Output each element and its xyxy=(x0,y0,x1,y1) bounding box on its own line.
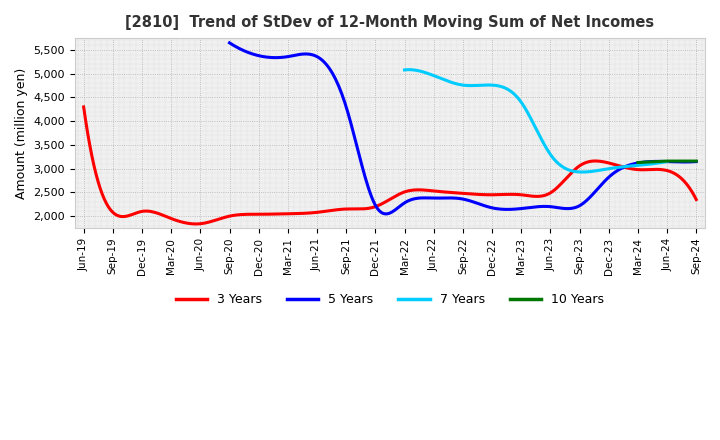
Title: [2810]  Trend of StDev of 12-Month Moving Sum of Net Incomes: [2810] Trend of StDev of 12-Month Moving… xyxy=(125,15,654,30)
Y-axis label: Amount (million yen): Amount (million yen) xyxy=(15,67,28,199)
Legend: 3 Years, 5 Years, 7 Years, 10 Years: 3 Years, 5 Years, 7 Years, 10 Years xyxy=(171,288,609,311)
